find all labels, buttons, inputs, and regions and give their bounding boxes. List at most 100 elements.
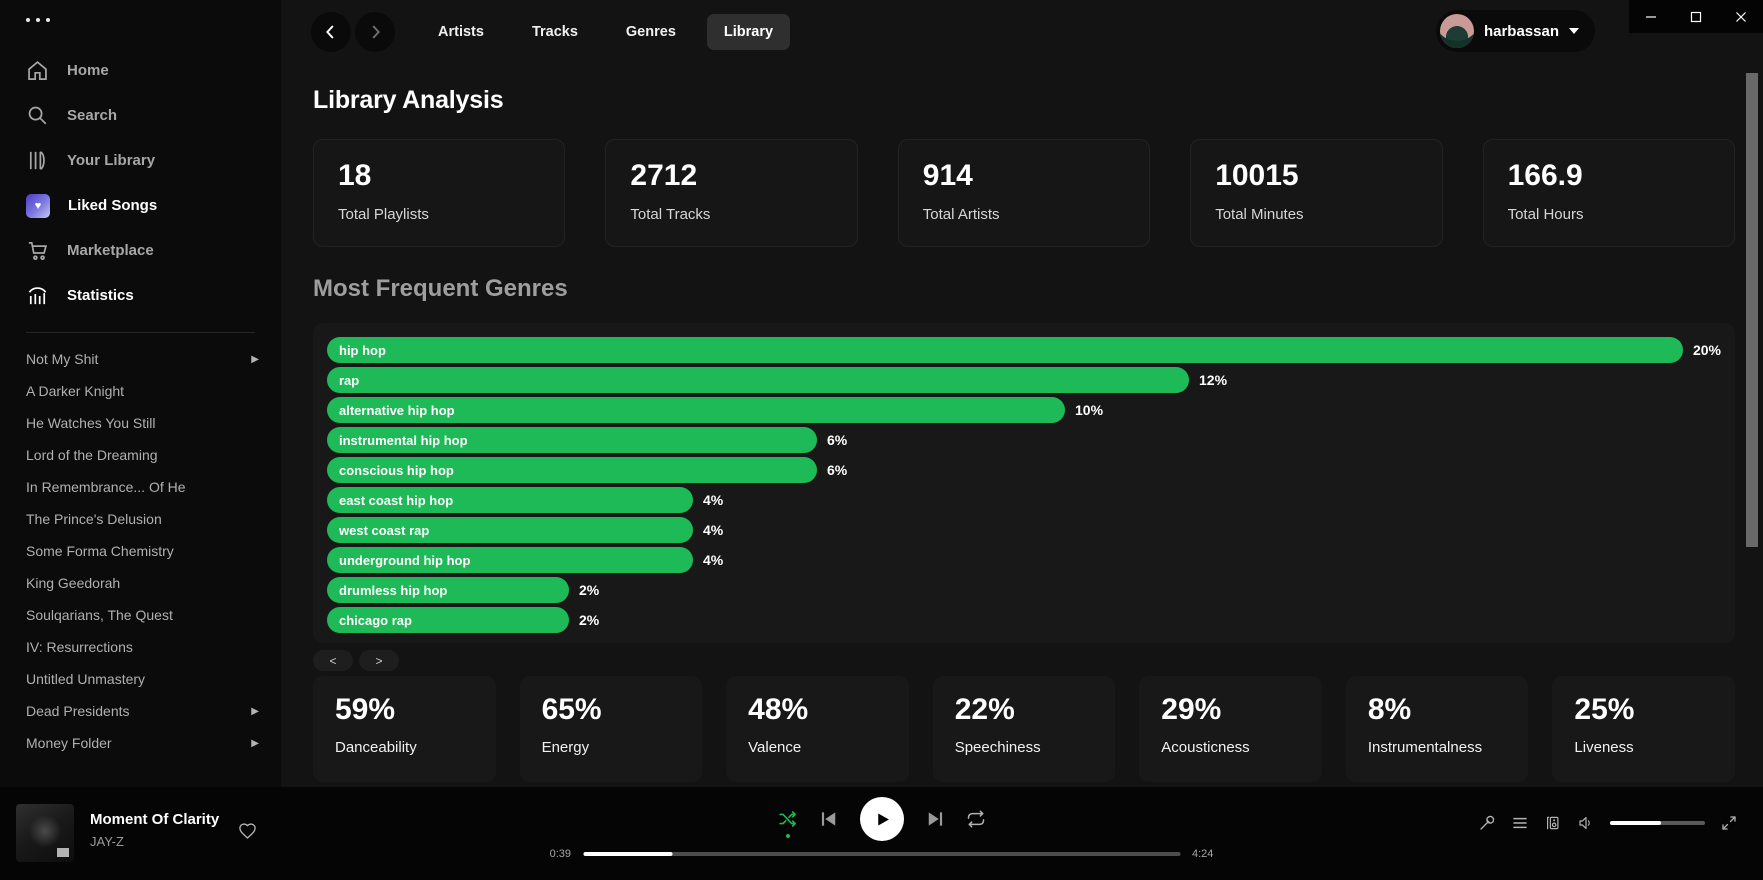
- progress-bar[interactable]: [583, 852, 1180, 856]
- feature-value: 48%: [748, 693, 809, 726]
- playlist-item[interactable]: Dead Presidents ▶: [0, 695, 281, 727]
- playlist-item[interactable]: Not My Shit ▶: [0, 343, 281, 375]
- playlist-item[interactable]: In Remembrance... Of He ▶: [0, 471, 281, 503]
- genre-bar-label: west coast rap: [339, 522, 430, 538]
- total-time: 4:24: [1192, 848, 1214, 860]
- lyrics-button[interactable]: [1478, 814, 1496, 832]
- chevron-right-icon: ▶: [251, 737, 259, 749]
- volume-slider[interactable]: [1610, 821, 1705, 825]
- play-button[interactable]: [859, 797, 904, 841]
- genre-bar[interactable]: drumless hip hop: [327, 577, 569, 603]
- track-artist[interactable]: JAY-Z: [90, 834, 124, 849]
- genre-bar[interactable]: underground hip hop: [327, 547, 693, 573]
- playlist-name: Soulqarians, The Quest: [26, 607, 173, 623]
- playlist-item[interactable]: Money Folder ▶: [0, 727, 281, 759]
- genre-bar-percent: 4%: [703, 552, 724, 568]
- sidebar: Home Search Your Library ♥ Liked Songs M…: [0, 0, 281, 787]
- chevron-right-icon: [372, 25, 380, 39]
- device-speaker-icon: [1547, 816, 1559, 830]
- skip-forward-icon: [928, 812, 942, 826]
- tab[interactable]: Genres: [609, 14, 693, 50]
- window-titlebar: [1629, 0, 1763, 33]
- genre-pagination: < >: [313, 650, 1735, 671]
- playlist-item[interactable]: Lord of the Dreaming ▶: [0, 439, 281, 471]
- genre-bar[interactable]: chicago rap: [327, 607, 569, 633]
- audio-features: 59% Danceability 65% Energy 48% Valence …: [313, 676, 1735, 782]
- previous-button[interactable]: [819, 809, 839, 829]
- playlist-item[interactable]: Soulqarians, The Quest ▶: [0, 599, 281, 631]
- genre-bar[interactable]: conscious hip hop: [327, 457, 817, 483]
- stat-card: 10015 Total Minutes: [1190, 139, 1443, 247]
- tab[interactable]: Artists: [421, 14, 501, 50]
- playlist-name: Money Folder: [26, 735, 112, 751]
- back-button[interactable]: [311, 12, 351, 52]
- like-button[interactable]: [238, 822, 257, 844]
- playlist-item[interactable]: The Prince's Delusion ▶: [0, 503, 281, 535]
- volume-fill: [1610, 821, 1662, 825]
- album-art[interactable]: [16, 804, 74, 862]
- sidebar-item-your-library[interactable]: Your Library: [0, 138, 281, 183]
- genre-bar-row: east coast hip hop 4%: [327, 485, 1721, 515]
- maximize-icon: [1690, 11, 1702, 22]
- user-menu[interactable]: harbassan: [1435, 10, 1595, 52]
- genre-bar-percent: 6%: [827, 432, 848, 448]
- genre-bar-row: alternative hip hop 10%: [327, 395, 1721, 425]
- stat-label: Total Artists: [922, 206, 1000, 223]
- close-button[interactable]: [1718, 0, 1763, 33]
- fullscreen-button[interactable]: [1720, 814, 1738, 832]
- progress-section: 0:39 4:24: [541, 848, 1222, 860]
- liked-heart-icon: ♥: [26, 193, 50, 218]
- stat-card: 166.9 Total Hours: [1482, 139, 1735, 247]
- app-menu-button[interactable]: [0, 0, 281, 22]
- genre-bar[interactable]: instrumental hip hop: [327, 427, 817, 453]
- feature-label: Liveness: [1574, 739, 1634, 756]
- tab[interactable]: Tracks: [515, 14, 595, 50]
- sidebar-item-liked-songs[interactable]: ♥ Liked Songs: [0, 183, 281, 228]
- playlist-item[interactable]: Untitled Unmastery ▶: [0, 663, 281, 695]
- sidebar-item-home[interactable]: Home: [0, 48, 281, 93]
- playlist-name: IV: Resurrections: [26, 639, 133, 655]
- genre-bar[interactable]: rap: [327, 367, 1189, 393]
- genre-bar[interactable]: alternative hip hop: [327, 397, 1065, 423]
- genre-bar[interactable]: west coast rap: [327, 517, 693, 543]
- genre-bar-label: rap: [339, 372, 360, 388]
- playlist-item[interactable]: A Darker Knight ▶: [0, 375, 281, 407]
- queue-button[interactable]: [1511, 814, 1529, 832]
- maximize-button[interactable]: [1674, 0, 1719, 33]
- connect-device-button[interactable]: [1544, 814, 1562, 832]
- playlist-name: Dead Presidents: [26, 703, 130, 719]
- feature-card: 29% Acousticness: [1139, 676, 1322, 782]
- feature-label: Valence: [748, 739, 802, 756]
- genre-bar[interactable]: east coast hip hop: [327, 487, 693, 513]
- genre-bar-percent: 12%: [1199, 372, 1228, 388]
- genre-bar-percent: 20%: [1692, 342, 1721, 358]
- sidebar-item-marketplace[interactable]: Marketplace: [0, 228, 281, 273]
- feature-card: 8% Instrumentalness: [1345, 676, 1529, 782]
- prev-page-button[interactable]: <: [313, 650, 353, 671]
- scrollbar-track[interactable]: [1746, 33, 1761, 787]
- tab[interactable]: Library: [706, 14, 791, 50]
- microphone-icon: [1480, 815, 1495, 830]
- genre-bar-row: hip hop 20%: [327, 335, 1721, 365]
- skip-back-icon: [821, 812, 835, 826]
- next-button[interactable]: [925, 809, 945, 829]
- volume-button[interactable]: [1577, 814, 1595, 832]
- next-page-button[interactable]: >: [359, 650, 399, 671]
- shuffle-button[interactable]: [778, 809, 798, 838]
- playlist-item[interactable]: IV: Resurrections ▶: [0, 631, 281, 663]
- sidebar-item-label: Liked Songs: [68, 197, 158, 214]
- caret-down-icon: [1569, 28, 1579, 34]
- minimize-button[interactable]: [1629, 0, 1674, 33]
- repeat-button[interactable]: [966, 809, 986, 829]
- scrollbar-thumb[interactable]: [1746, 73, 1758, 547]
- playlist-name: A Darker Knight: [26, 383, 125, 399]
- playlist-item[interactable]: King Geedorah ▶: [0, 567, 281, 599]
- sidebar-item-statistics[interactable]: Statistics: [0, 273, 281, 318]
- sidebar-item-search[interactable]: Search: [0, 93, 281, 138]
- genre-bar[interactable]: hip hop: [327, 337, 1683, 363]
- shuffle-icon: [778, 811, 796, 827]
- forward-button[interactable]: [355, 12, 395, 52]
- playlist-item[interactable]: Some Forma Chemistry ▶: [0, 535, 281, 567]
- playlist-item[interactable]: He Watches You Still ▶: [0, 407, 281, 439]
- track-title[interactable]: Moment Of Clarity: [90, 811, 220, 828]
